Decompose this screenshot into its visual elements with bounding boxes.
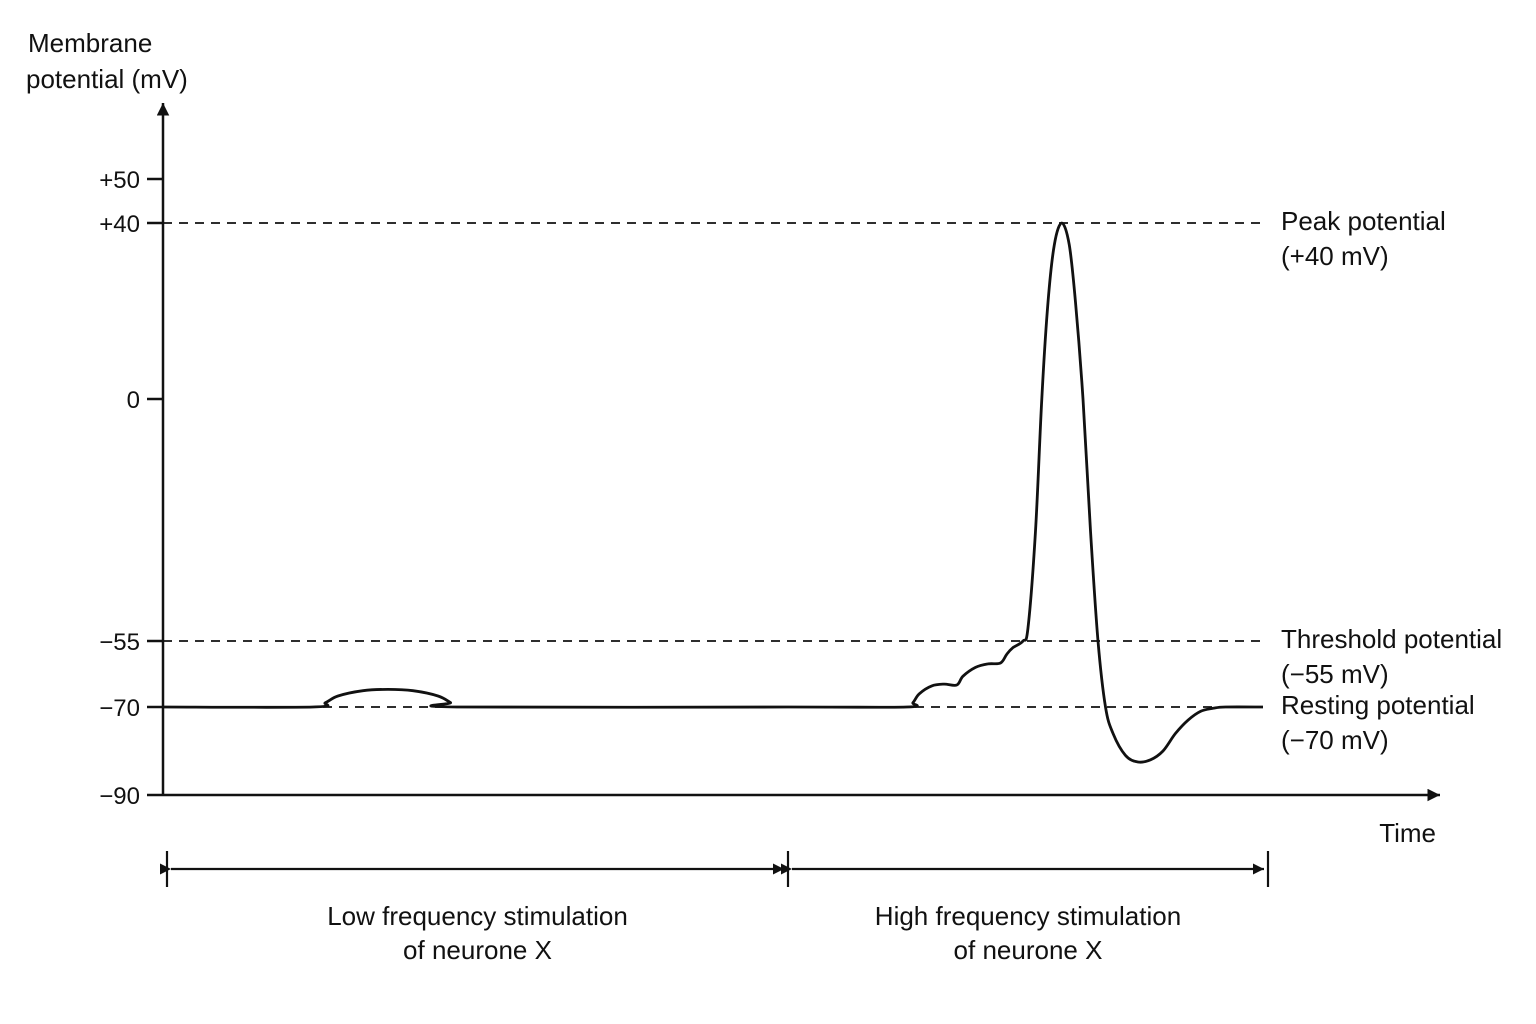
- y-tick-label-4: −70: [99, 695, 140, 722]
- period-label-1-line-1: of neurone X: [954, 935, 1103, 965]
- stimulation-periods: Low frequency stimulation of neurone X Hig…: [160, 851, 1270, 965]
- reference-label-2-line-0: Resting potential: [1281, 690, 1475, 720]
- reference-label-0-line-0: Peak potential: [1281, 206, 1446, 236]
- reference-label-1-line-0: Threshold potential: [1281, 624, 1502, 654]
- y-tick-label-5: −90: [99, 783, 140, 810]
- series-line-0: [162, 221, 1264, 764]
- reference-label-0-line-1: (+40 mV): [1281, 241, 1389, 271]
- y-tick-label-2: 0: [127, 387, 140, 414]
- reference-lines: Peak potential (+40 mV) Threshold potentia…: [163, 206, 1502, 755]
- y-ticks: +50 +40 0 −55 −70 −90: [99, 167, 163, 810]
- y-tick-label-1: +40: [99, 211, 140, 238]
- period-label-1-line-0: High frequency stimulation: [875, 901, 1181, 931]
- y-tick-label-0: +50: [99, 167, 140, 194]
- period-label-0-line-0: Low frequency stimulation: [327, 901, 628, 931]
- y-axis-label: Membrane potential (mV): [26, 28, 188, 94]
- y-axis-label-line-2: potential (mV): [26, 64, 188, 94]
- period-label-0-line-1: of neurone X: [403, 935, 552, 965]
- reference-label-2-line-1: (−70 mV): [1281, 725, 1389, 755]
- x-axis-label: Time: [1379, 818, 1436, 848]
- y-tick-label-3: −55: [99, 629, 140, 656]
- series-group: [162, 221, 1264, 764]
- y-axis-label-line-1: Membrane: [28, 28, 152, 58]
- reference-label-1-line-1: (−55 mV): [1281, 659, 1389, 689]
